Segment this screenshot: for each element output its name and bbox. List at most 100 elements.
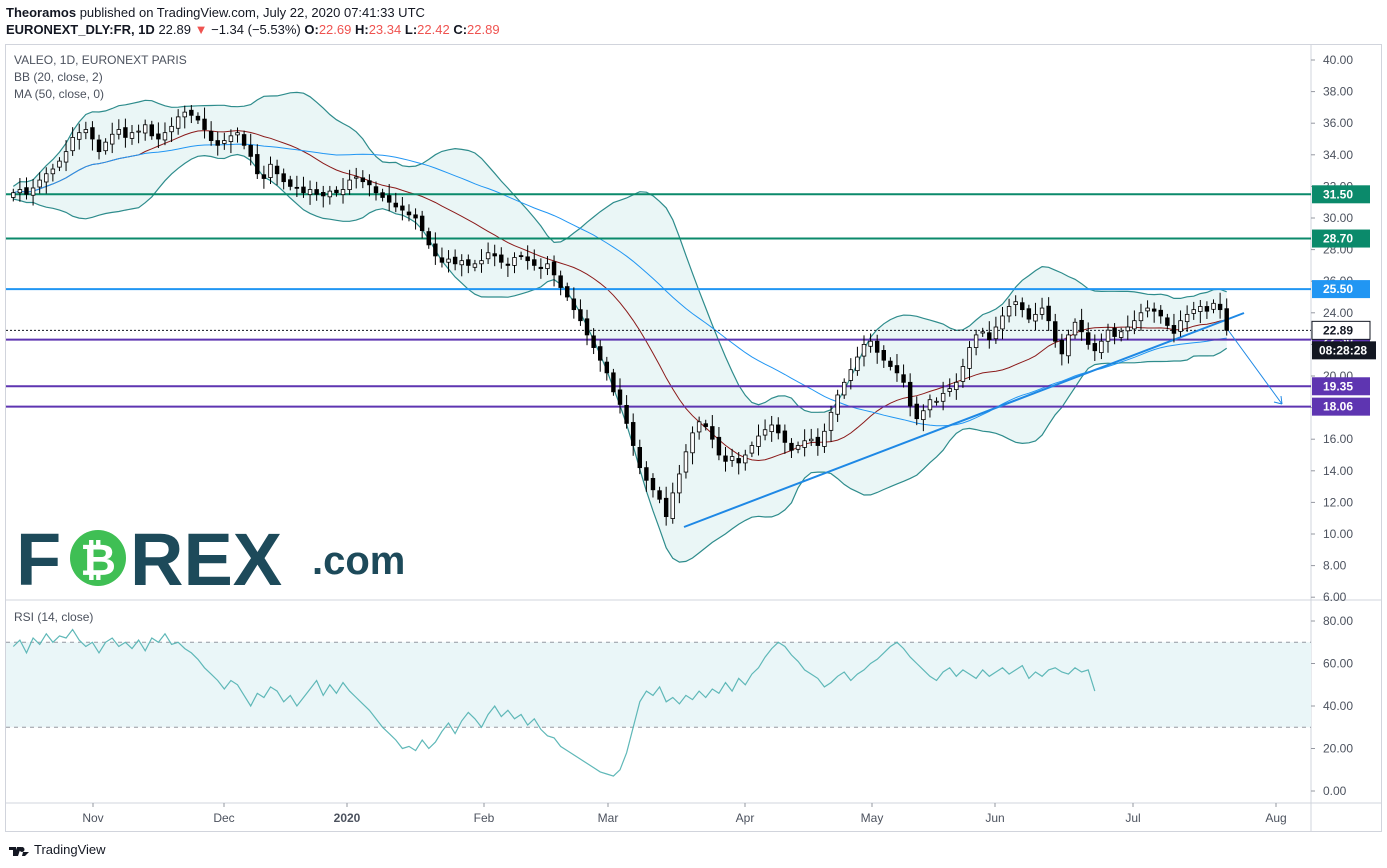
candle-body (90, 127, 95, 140)
candle-body (894, 365, 900, 374)
y-tick-label: 34.00 (1323, 148, 1353, 162)
candle-body (1079, 319, 1084, 333)
candle-body (110, 133, 115, 145)
candle-body (532, 259, 537, 266)
candle-body (83, 129, 89, 134)
candle-body (255, 154, 260, 175)
chart-frame[interactable] (5, 44, 1382, 832)
candle-body (1039, 307, 1045, 315)
last-price-label: 22.89 (1323, 323, 1353, 337)
candle-body (70, 137, 75, 152)
candle-body (723, 455, 728, 462)
candle-body (393, 202, 398, 208)
y-tick-label: 6.00 (1323, 590, 1347, 604)
candle-body (169, 125, 174, 133)
candle-body (413, 214, 418, 219)
candle-body (749, 445, 755, 454)
candle-body (644, 467, 649, 481)
candle-body (888, 360, 893, 367)
candle-body (663, 497, 669, 518)
candle-body (360, 177, 366, 183)
author-name[interactable]: Theoramos (6, 5, 77, 20)
candle-body (327, 190, 333, 198)
last-price-badge (1311, 320, 1371, 340)
candle-body (565, 286, 570, 298)
candle-body (525, 256, 530, 262)
bb-basis-line (13, 130, 1227, 462)
candle-body (1053, 321, 1058, 342)
level-label: 25.50 (1323, 282, 1353, 296)
candle-body (505, 263, 511, 266)
bb-fill (13, 92, 1227, 563)
candle-body (1013, 301, 1018, 305)
y-tick-label: 12.00 (1323, 495, 1353, 509)
open-value: 22.69 (318, 22, 352, 37)
candle-body (1158, 309, 1163, 317)
candle-body (901, 374, 906, 383)
candle-body (571, 298, 577, 311)
ma-legend[interactable]: MA (50, close, 0) (14, 87, 105, 101)
projection-arrow (1227, 329, 1283, 405)
candle-body (77, 132, 82, 140)
candle-body (340, 189, 346, 196)
candle-body (235, 132, 240, 136)
x-tick-label: Nov (82, 811, 103, 825)
change-value: −1.34 (−5.53%) (211, 22, 301, 37)
candle-body (624, 404, 629, 424)
candle-body (921, 410, 926, 421)
y-tick-label: 8.00 (1323, 559, 1347, 573)
countdown-badge (1312, 341, 1376, 360)
candle-body (637, 447, 642, 469)
candle-body (1145, 307, 1150, 312)
candle-body (261, 174, 267, 179)
candle-body (485, 252, 491, 260)
bb-legend[interactable]: BB (20, close, 2) (14, 70, 103, 84)
candle-body (729, 456, 735, 461)
forex-logo: F ₿ REX .com (16, 518, 405, 601)
candle-body (149, 124, 154, 137)
rsi-tick-label: 20.00 (1323, 742, 1353, 756)
forex-logo-coin-glyph: ₿ (80, 536, 116, 585)
candle-body (1165, 317, 1170, 326)
tradingview-footer[interactable]: TradingView (8, 842, 106, 857)
low-value: 22.42 (417, 22, 450, 37)
candle-body (848, 369, 854, 381)
candle-body (301, 186, 306, 194)
symbol-label: EURONEXT_DLY:FR, 1D (6, 22, 155, 37)
candle-body (386, 195, 392, 203)
candle-body (1138, 312, 1144, 322)
candle-body (30, 187, 36, 196)
rsi-tick-label: 60.00 (1323, 657, 1353, 671)
candle-body (538, 266, 544, 269)
candle-body (1112, 327, 1117, 337)
candle-body (657, 490, 662, 500)
level-label-bg (1312, 377, 1370, 396)
candle-body (96, 139, 102, 153)
candle-body (558, 275, 563, 288)
rsi-legend[interactable]: RSI (14, close) (14, 610, 94, 624)
candle-body (1020, 302, 1025, 311)
candle-body (1132, 320, 1137, 330)
candle-body (696, 421, 702, 433)
candle-body (248, 144, 253, 157)
candle-body (472, 263, 478, 268)
candle-body (1211, 302, 1216, 310)
candle-body (617, 389, 623, 405)
candle-body (703, 423, 708, 427)
y-tick-label: 40.00 (1323, 53, 1353, 67)
x-tick-label: Mar (598, 811, 619, 825)
candle-body (776, 424, 781, 434)
x-tick-label: Apr (736, 811, 755, 825)
x-tick-label: Feb (474, 811, 495, 825)
candle-body (815, 436, 821, 446)
candle-body (795, 445, 801, 450)
candle-body (182, 111, 187, 118)
forex-logo-coin (70, 530, 126, 586)
candle-body (1026, 308, 1032, 320)
level-label: 18.06 (1323, 400, 1353, 414)
candle-body (762, 429, 768, 436)
y-tick-label: 24.00 (1323, 306, 1353, 320)
high-label: H: (354, 22, 369, 37)
candle-body (670, 492, 675, 519)
